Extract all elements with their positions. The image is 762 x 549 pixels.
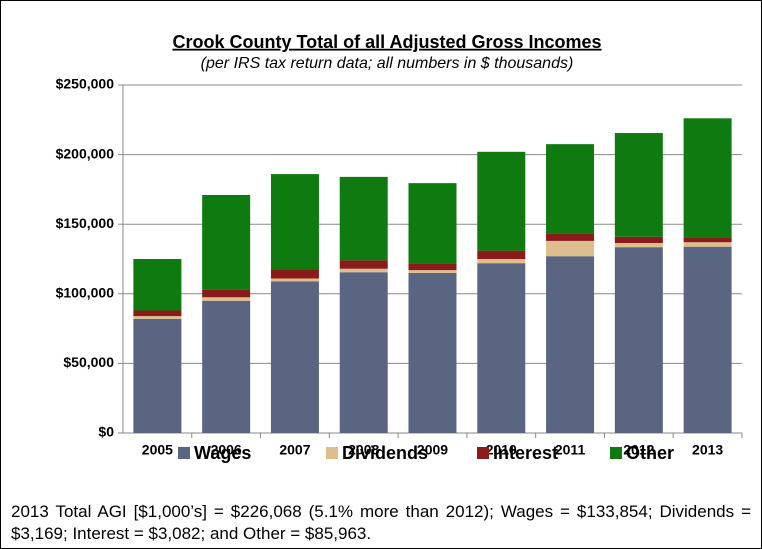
- bar-segment: [270, 278, 319, 282]
- x-tick-label: 2005: [142, 442, 173, 458]
- bar-segment: [133, 316, 182, 319]
- bar-segment: [339, 268, 388, 273]
- bar-segment: [270, 269, 319, 279]
- bar-segment: [546, 240, 595, 257]
- legend-label: Wages: [194, 443, 251, 463]
- bar-segment: [408, 263, 457, 271]
- legend-label: Interest: [493, 443, 558, 463]
- bar-segment: [546, 256, 595, 433]
- bar-segment: [408, 270, 457, 273]
- legend-swatch: [326, 447, 338, 459]
- bar-segment: [683, 118, 732, 238]
- x-tick-label: 2008: [348, 442, 379, 458]
- bar-segment: [614, 247, 663, 433]
- legend-label: Dividends: [342, 443, 428, 463]
- x-tick-label: 2011: [555, 442, 586, 458]
- bar-segment: [270, 174, 319, 270]
- x-tick-label: 2007: [279, 442, 310, 458]
- bar-segment: [546, 233, 595, 241]
- legend-swatch: [610, 447, 622, 459]
- bar-segment: [477, 259, 526, 264]
- bar-segment: [270, 281, 319, 433]
- bar-segment: [477, 250, 526, 259]
- y-tick-label: $200,000: [56, 145, 115, 161]
- y-tick-label: $150,000: [56, 215, 115, 231]
- y-tick-label: $250,000: [56, 76, 115, 92]
- bar-segment: [614, 236, 663, 243]
- legend-swatch: [477, 447, 489, 459]
- footnote: 2013 Total AGI [$1,000’s] = $226,068 (5.…: [11, 502, 751, 543]
- y-tick-label: $0: [98, 424, 114, 440]
- bar-segment: [202, 194, 251, 290]
- bar-segment: [202, 297, 251, 301]
- bar-segment: [133, 310, 182, 317]
- bar-segment: [133, 259, 182, 311]
- bar-segment: [339, 176, 388, 261]
- bar-segment: [339, 260, 388, 269]
- chart-subtitle: (per IRS tax return data; all numbers in…: [201, 55, 574, 72]
- bar-segment: [133, 318, 182, 433]
- bar-segment: [614, 133, 663, 237]
- bar-segment: [546, 144, 595, 234]
- legend-label: Other: [626, 443, 674, 463]
- bar-segment: [683, 246, 732, 433]
- bar-segment: [614, 242, 663, 248]
- legend-swatch: [178, 447, 190, 459]
- bar-segment: [683, 237, 732, 243]
- chart-title: Crook County Total of all Adjusted Gross…: [172, 32, 601, 52]
- bar-segment: [477, 263, 526, 433]
- bar-segment: [477, 151, 526, 251]
- bar-segment: [683, 242, 732, 247]
- y-tick-label: $50,000: [63, 354, 114, 370]
- bar-segment: [202, 289, 251, 298]
- bar-segment: [408, 183, 457, 264]
- chart: Crook County Total of all Adjusted Gross…: [56, 32, 743, 463]
- bar-segment: [202, 300, 251, 433]
- bar-segment: [339, 272, 388, 433]
- y-tick-label: $100,000: [56, 285, 115, 301]
- x-tick-label: 2009: [417, 442, 448, 458]
- x-tick-label: 2012: [623, 442, 654, 458]
- bar-segment: [408, 272, 457, 433]
- x-tick-label: 2013: [692, 442, 723, 458]
- x-tick-label: 2006: [211, 442, 242, 458]
- x-tick-label: 2010: [486, 442, 517, 458]
